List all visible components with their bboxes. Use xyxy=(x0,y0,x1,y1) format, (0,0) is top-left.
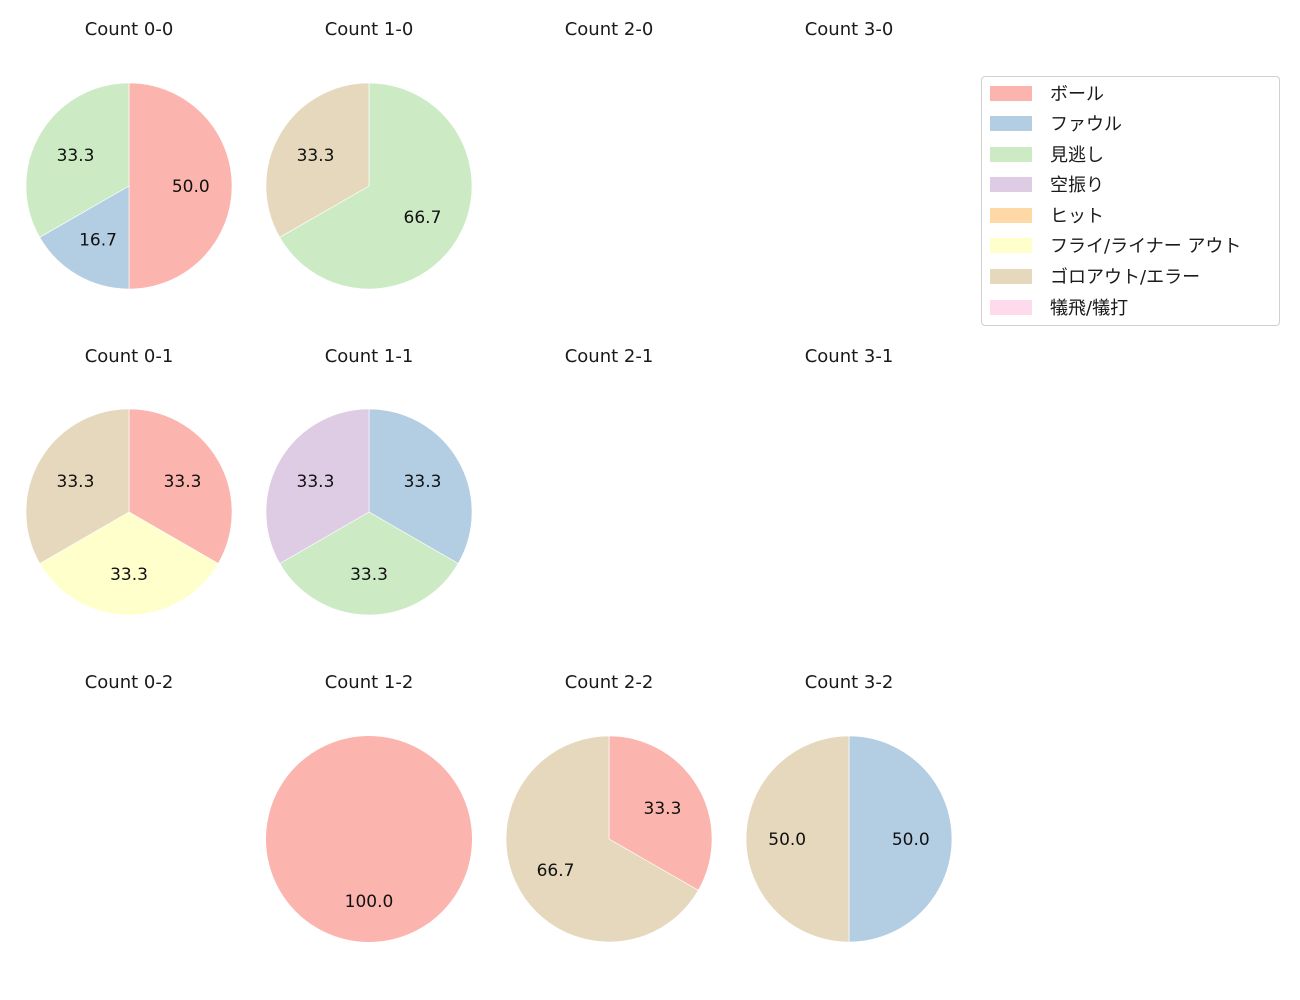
legend-swatch xyxy=(990,85,1032,101)
slice-percentage-label: 50.0 xyxy=(892,830,930,850)
pie-count-0-2: Count 0-2 xyxy=(85,672,174,693)
pie-title: Count 3-0 xyxy=(805,19,894,40)
pie-title: Count 2-2 xyxy=(565,672,654,693)
legend-swatch xyxy=(990,176,1032,192)
pie-title: Count 3-2 xyxy=(805,672,894,693)
slice-percentage-label: 33.3 xyxy=(297,146,335,166)
pie-slice xyxy=(279,82,473,290)
legend-label: 見逃し xyxy=(1050,145,1104,166)
pie-slice xyxy=(745,735,850,943)
pie-count-3-0: Count 3-0 xyxy=(805,19,894,40)
legend-item-groundout-error: ゴロアウト/エラー xyxy=(990,264,1200,288)
pie-count-0-0: Count 0-0 50.0 16.7 33.3 xyxy=(25,19,233,290)
pie-count-2-1: Count 2-1 xyxy=(565,346,654,367)
legend-swatch xyxy=(990,115,1032,131)
pie-count-0-1: Count 0-1 33.3 33.3 33.3 xyxy=(25,346,233,616)
legend-item-called-strike: 見逃し xyxy=(990,142,1104,166)
slice-percentage-label: 33.3 xyxy=(297,472,335,492)
slice-percentage-label: 66.7 xyxy=(404,208,442,228)
slice-percentage-label: 33.3 xyxy=(644,799,682,819)
pie-title: Count 1-0 xyxy=(325,19,414,40)
pie-slice xyxy=(266,736,472,942)
slice-percentage-label: 50.0 xyxy=(768,830,806,850)
legend-item-foul: ファウル xyxy=(990,111,1122,135)
slice-percentage-label: 16.7 xyxy=(79,230,117,250)
pie-slice xyxy=(505,735,699,943)
slice-percentage-label: 66.7 xyxy=(537,861,575,881)
pie-slice xyxy=(848,735,953,943)
legend-item-swinging-strike: 空振り xyxy=(990,172,1104,196)
pie-slice xyxy=(128,82,233,290)
legend-label: 空振り xyxy=(1050,175,1104,196)
slice-percentage-label: 33.3 xyxy=(57,472,95,492)
pie-title: Count 0-2 xyxy=(85,672,174,693)
legend: ボール ファウル 見逃し 空振り ヒット フライ/ライナー アウト ゴロアウト/… xyxy=(981,76,1280,326)
legend-label: ゴロアウト/エラー xyxy=(1050,267,1201,288)
legend-swatch xyxy=(990,207,1032,223)
slice-percentage-label: 33.3 xyxy=(404,472,442,492)
legend-item-fly-liner-out: フライ/ライナー アウト xyxy=(990,233,1241,257)
pie-title: Count 0-1 xyxy=(85,346,174,367)
pie-count-3-1: Count 3-1 xyxy=(805,346,894,367)
legend-item-sacrifice: 犠飛/犠打 xyxy=(990,295,1128,319)
legend-label: ヒット xyxy=(1050,206,1104,227)
legend-label: 犠飛/犠打 xyxy=(1050,298,1129,319)
pie-title: Count 2-1 xyxy=(565,346,654,367)
pie-count-1-2: Count 1-2 100.0 xyxy=(266,672,472,942)
slice-percentage-label: 33.3 xyxy=(164,472,202,492)
legend-item-hit: ヒット xyxy=(990,203,1104,227)
pie-count-2-2: Count 2-2 33.3 66.7 xyxy=(505,672,713,943)
pie-slice xyxy=(265,408,370,564)
slice-percentage-label: 33.3 xyxy=(57,146,95,166)
legend-label: フライ/ライナー アウト xyxy=(1050,236,1242,257)
legend-swatch xyxy=(990,299,1032,315)
pie-title: Count 0-0 xyxy=(85,19,174,40)
legend-label: ボール xyxy=(1050,84,1104,105)
pie-count-1-1: Count 1-1 33.3 33.3 33.3 xyxy=(265,346,473,616)
slice-percentage-label: 50.0 xyxy=(172,177,210,197)
legend-swatch xyxy=(990,268,1032,284)
pie-slice xyxy=(39,185,130,290)
pie-slice xyxy=(265,82,370,238)
pie-slice xyxy=(368,408,473,564)
legend-item-ball: ボール xyxy=(990,81,1104,105)
pie-title: Count 1-2 xyxy=(325,672,414,693)
pie-title: Count 1-1 xyxy=(325,346,414,367)
pie-slice xyxy=(25,82,130,238)
pie-count-1-0: Count 1-0 66.7 33.3 xyxy=(265,19,473,290)
slice-percentage-label: 100.0 xyxy=(345,892,394,912)
slice-percentage-label: 33.3 xyxy=(110,565,148,585)
pie-count-2-0: Count 2-0 xyxy=(565,19,654,40)
pie-count-3-2: Count 3-2 50.0 50.0 xyxy=(745,672,953,943)
legend-swatch xyxy=(990,146,1032,162)
pie-slice xyxy=(128,408,233,564)
pie-slice xyxy=(25,408,130,564)
pie-title: Count 3-1 xyxy=(805,346,894,367)
legend-label: ファウル xyxy=(1050,114,1122,135)
pie-title: Count 2-0 xyxy=(565,19,654,40)
legend-swatch xyxy=(990,237,1032,253)
slice-percentage-label: 33.3 xyxy=(350,565,388,585)
pie-slice xyxy=(608,735,713,891)
